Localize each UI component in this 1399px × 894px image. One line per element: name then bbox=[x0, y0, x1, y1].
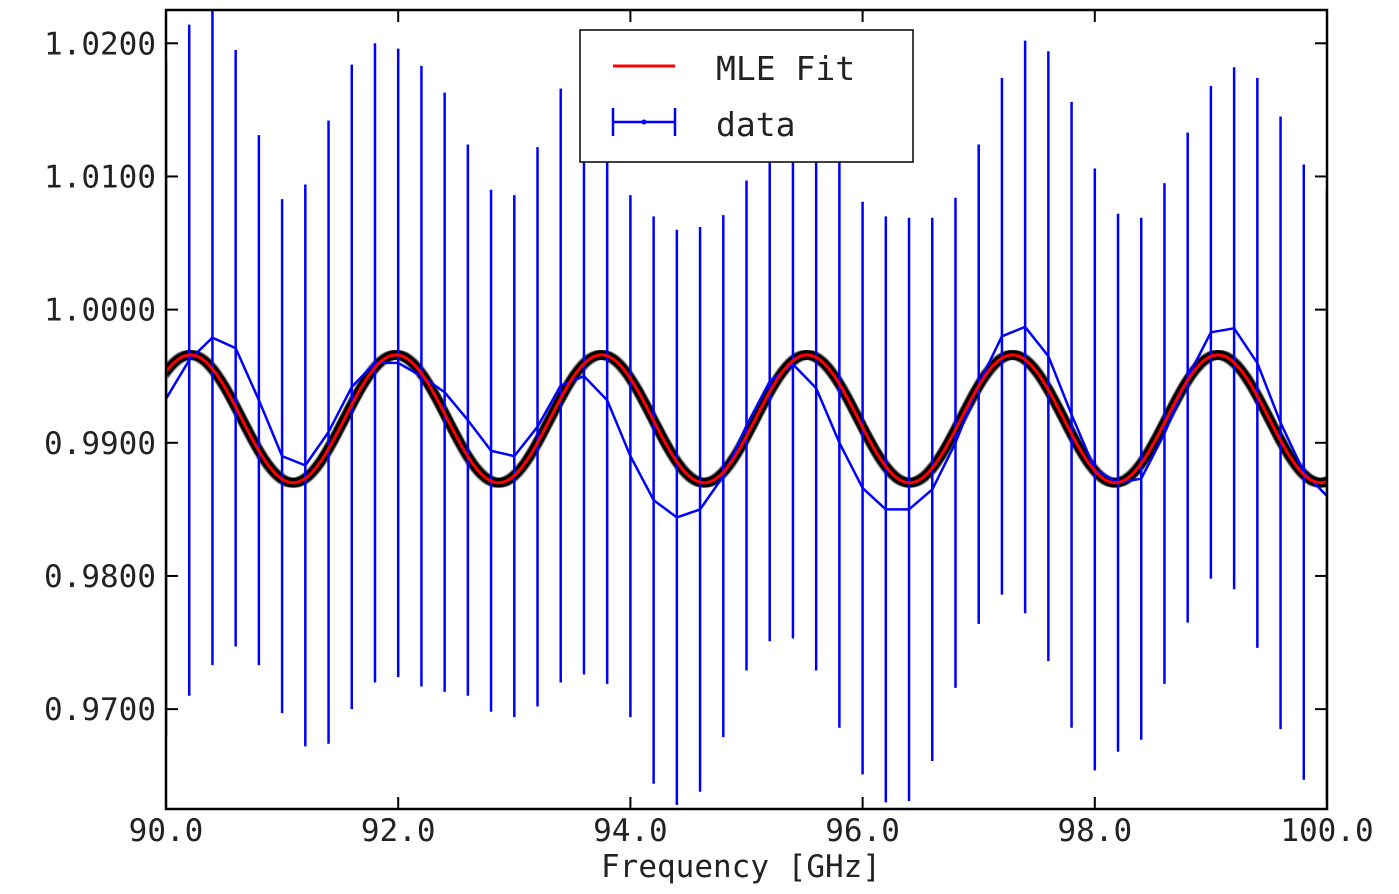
x-tick-label: 100.0 bbox=[1280, 813, 1373, 849]
x-tick-label: 98.0 bbox=[1057, 813, 1132, 849]
legend-box bbox=[579, 29, 914, 163]
x-tick-label: 94.0 bbox=[593, 813, 668, 849]
legend: MLE Fit data bbox=[579, 29, 914, 163]
plot-frame bbox=[164, 8, 1329, 811]
mle-fit-layer bbox=[166, 353, 1327, 485]
mle-fit-line bbox=[166, 353, 1327, 485]
y-tick-label: 0.9900 bbox=[44, 426, 156, 462]
y-axis-ticks: 0.9700 0.9800 0.9900 1.0000 1.0100 1.0200 bbox=[44, 26, 1327, 728]
x-tick-label: 96.0 bbox=[825, 813, 900, 849]
x-axis-title: Frequency [GHz] bbox=[601, 849, 881, 885]
y-tick-label: 0.9700 bbox=[44, 692, 156, 728]
legend-label-data: data bbox=[716, 105, 795, 144]
y-tick-label: 1.0200 bbox=[44, 26, 156, 62]
x-axis-ticks: 90.0 92.0 94.0 96.0 98.0 100.0 bbox=[129, 10, 1374, 849]
legend-swatch-data-point bbox=[641, 119, 647, 125]
x-tick-label: 92.0 bbox=[361, 813, 436, 849]
data-series-line bbox=[166, 325, 1327, 519]
y-tick-label: 0.9800 bbox=[44, 559, 156, 595]
y-tick-label: 1.0000 bbox=[44, 293, 156, 329]
x-tick-label: 90.0 bbox=[129, 813, 204, 849]
data-errorbars bbox=[166, 10, 1327, 806]
legend-label-mle-fit: MLE Fit bbox=[716, 49, 855, 88]
y-tick-label: 1.0100 bbox=[44, 159, 156, 195]
